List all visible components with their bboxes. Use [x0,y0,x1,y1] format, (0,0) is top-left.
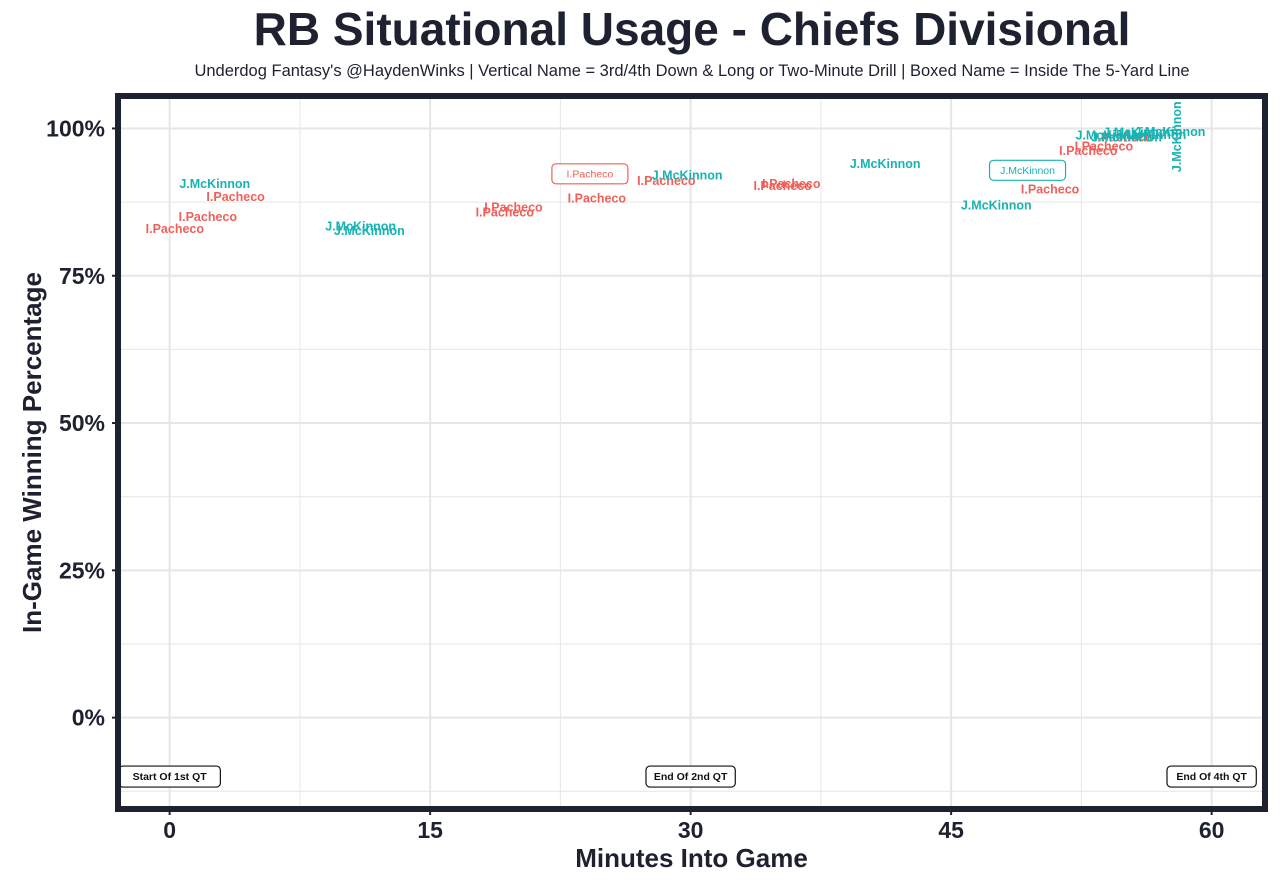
data-point-label: J.McKinnon [1075,129,1146,143]
y-axis-ticks: 0% 25% 50% 75% 100% [46,115,118,731]
data-point-label: I.Pacheco [484,200,543,214]
data-point-label: I.Pacheco [206,190,265,204]
data-point-label: I.Pacheco [568,192,627,206]
x-axis-label: Minutes Into Game [575,843,808,873]
y-tick-label: 0% [72,705,105,731]
data-point-label: J.McKinnon [961,199,1032,213]
data-point-label: I.Pacheco [1059,144,1118,158]
quarter-annotation-label: End Of 2nd QT [654,771,728,783]
quarter-annotation-box [645,765,736,788]
y-tick-label: 25% [59,557,105,583]
data-point-label: I.Pacheco [179,210,238,224]
data-point-label: I.Pacheco [753,179,812,193]
data-point-label: J.McKinnon [652,169,723,183]
data-point-label: I.Pacheco [146,222,205,236]
x-tick-label: 30 [678,817,704,843]
data-point-label: I.Pacheco [1094,130,1153,144]
x-tick-label: 60 [1199,817,1225,843]
grid-lines [121,99,1262,806]
chart-title: RB Situational Usage - Chiefs Divisional [253,3,1131,55]
x-tick-label: 0 [163,817,176,843]
data-labels: I.PachecoI.PachecoI.PachecoI.PachecoI.Pa… [146,101,1206,238]
y-tick-label: 100% [46,115,105,141]
data-point-label: I.Pacheco [1021,183,1080,197]
x-tick-label: 45 [938,817,964,843]
data-point-label: J.McKinnon [1103,126,1174,140]
chart-subtitle: Underdog Fantasy's @HaydenWinks | Vertic… [194,62,1190,80]
data-point-label: J.McKinnon [1091,130,1162,144]
quarter-annotation-label: Start Of 1st QT [133,771,208,783]
x-axis-ticks: 0 15 30 45 60 [163,809,1224,843]
data-point-label: J.McKinnon [334,224,405,238]
data-point-label: I.Pacheco [637,174,696,188]
data-point-label: J.McKinnon [1135,125,1206,139]
data-point-label: J.McKinnon [1170,101,1184,172]
y-axis-label: In-Game Winning Percentage [17,272,47,633]
data-point-box [551,163,629,185]
data-point-label: I.Pacheco [567,168,614,180]
quarter-annotations: Start Of 1st QT End Of 2nd QT End Of 4th Q… [118,765,1257,788]
quarter-annotation-label: End Of 4th QT [1176,771,1247,783]
x-tick-label: 15 [417,817,443,843]
data-point-label: J.McKinnon [1000,165,1055,177]
data-point-label: I.Pacheco [762,177,821,191]
data-point-label: J.McKinnon [1115,128,1186,142]
quarter-annotation-box [1166,765,1257,788]
y-tick-label: 75% [59,263,105,289]
data-point-label: I.Pacheco [476,206,535,220]
data-point-label: J.McKinnon [850,157,921,171]
data-point-label: J.McKinnon [179,177,250,191]
y-tick-label: 50% [59,410,105,436]
data-point-label: J.McKinnon [325,219,396,233]
data-point-label: I.Pacheco [1075,140,1134,154]
data-point-box [988,159,1067,181]
